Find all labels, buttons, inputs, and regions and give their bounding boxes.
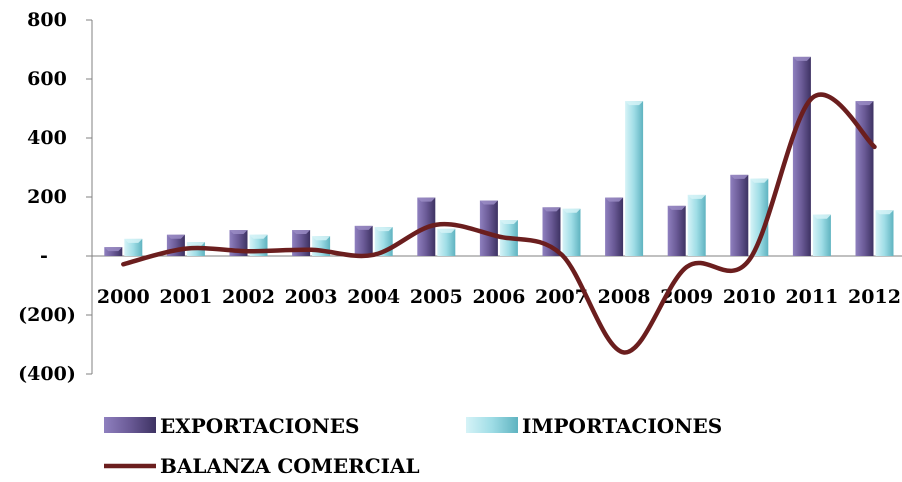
exportaciones-bar bbox=[479, 200, 498, 256]
exportaciones-bar-cap bbox=[479, 200, 498, 205]
x-axis-labels: 2000 2001 2002 2003 2004 2005 2006 2007 2008 2009… bbox=[97, 286, 901, 308]
legend-label-balanza: BALANZA COMERCIAL bbox=[160, 454, 420, 478]
importaciones-bar bbox=[437, 228, 456, 256]
x-tick-label: 2006 bbox=[472, 286, 525, 308]
importaciones-bar-cap bbox=[625, 101, 644, 106]
y-tick-label: 600 bbox=[27, 68, 67, 90]
x-tick-label: 2007 bbox=[535, 286, 588, 308]
exportaciones-bar-cap bbox=[605, 197, 624, 202]
legend-swatch-exportaciones bbox=[104, 417, 156, 433]
exportaciones-bar-cap bbox=[229, 230, 248, 235]
x-tick-label: 2009 bbox=[660, 286, 713, 308]
x-tick-label: 2004 bbox=[347, 286, 400, 308]
importaciones-bar bbox=[750, 178, 769, 256]
importaciones-bar bbox=[687, 194, 706, 256]
x-tick-label: 2000 bbox=[97, 286, 150, 308]
importaciones-bar-cap bbox=[687, 194, 706, 199]
y-tick-label: 800 bbox=[27, 9, 67, 31]
x-tick-label: 2012 bbox=[848, 286, 901, 308]
y-tick-label: (400) bbox=[18, 363, 76, 385]
y-tick-label: (200) bbox=[18, 304, 76, 326]
importaciones-bar-cap bbox=[499, 220, 518, 225]
importaciones-bar bbox=[562, 208, 581, 256]
importaciones-bar-cap bbox=[124, 238, 143, 243]
exportaciones-bar bbox=[792, 56, 811, 256]
exportaciones-bar bbox=[605, 197, 624, 256]
exportaciones-bar-cap bbox=[166, 234, 185, 239]
x-tick-label: 2008 bbox=[598, 286, 651, 308]
exportaciones-bar-cap bbox=[542, 207, 561, 212]
exportaciones-bar bbox=[730, 174, 749, 256]
x-tick-label: 2011 bbox=[785, 286, 838, 308]
x-tick-label: 2010 bbox=[723, 286, 776, 308]
legend-swatch-importaciones bbox=[466, 417, 518, 433]
x-tick-label: 2003 bbox=[285, 286, 338, 308]
importaciones-bar-cap bbox=[562, 208, 581, 213]
exportaciones-bar-cap bbox=[292, 230, 311, 235]
y-tick-label: 200 bbox=[27, 186, 67, 208]
bars bbox=[104, 56, 894, 256]
balanza-comercial-line bbox=[121, 92, 877, 355]
exportaciones-bar-cap bbox=[855, 101, 874, 106]
importaciones-bar-cap bbox=[312, 236, 331, 241]
exportaciones-bar-cap bbox=[104, 247, 123, 252]
exportaciones-bar bbox=[667, 205, 686, 256]
x-tick-label: 2002 bbox=[222, 286, 275, 308]
importaciones-bar-cap bbox=[875, 210, 894, 215]
exportaciones-bar-cap bbox=[792, 56, 811, 61]
x-tick-label: 2001 bbox=[159, 286, 212, 308]
exportaciones-bar-cap bbox=[354, 225, 373, 230]
importaciones-bar bbox=[812, 214, 831, 256]
legend-label-importaciones: IMPORTACIONES bbox=[522, 414, 722, 438]
y-axis: 800 600 400 200 - (200) (400) bbox=[18, 9, 902, 385]
exportaciones-bar-cap bbox=[730, 174, 749, 179]
exportaciones-bar-cap bbox=[417, 197, 436, 202]
importaciones-bar bbox=[625, 101, 644, 256]
exportaciones-bar-cap bbox=[667, 205, 686, 210]
importaciones-bar-cap bbox=[750, 178, 769, 183]
exportaciones-bar bbox=[354, 225, 373, 256]
legend: EXPORTACIONES IMPORTACIONES BALANZA COMERC… bbox=[104, 414, 722, 478]
importaciones-bar bbox=[875, 210, 894, 256]
importaciones-bar-cap bbox=[249, 234, 268, 239]
y-tick-label: - bbox=[40, 245, 48, 267]
x-tick-label: 2005 bbox=[410, 286, 463, 308]
importaciones-bar-cap bbox=[374, 227, 393, 232]
importaciones-bar bbox=[124, 238, 143, 256]
importaciones-bar-cap bbox=[437, 228, 456, 233]
legend-label-exportaciones: EXPORTACIONES bbox=[160, 414, 359, 438]
exportaciones-bar bbox=[104, 247, 123, 256]
importaciones-bar-cap bbox=[812, 214, 831, 219]
y-tick-label: 400 bbox=[27, 127, 67, 149]
importaciones-bar-cap bbox=[186, 242, 205, 247]
balanza-line bbox=[121, 92, 877, 355]
